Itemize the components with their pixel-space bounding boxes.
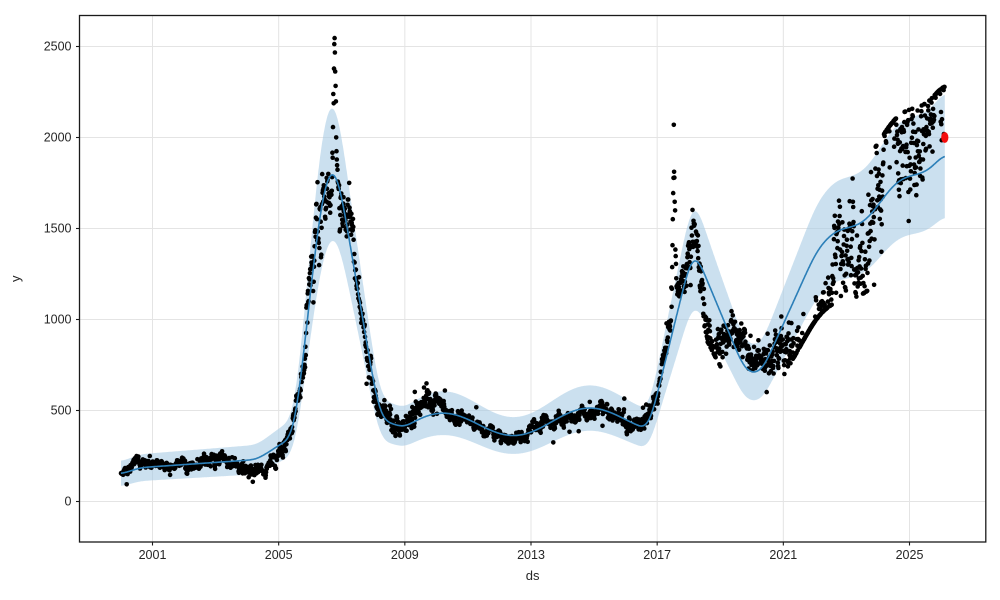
svg-text:ds: ds <box>526 568 540 583</box>
svg-text:0: 0 <box>65 495 72 509</box>
svg-text:2005: 2005 <box>265 548 293 562</box>
svg-text:2001: 2001 <box>139 548 167 562</box>
svg-text:2000: 2000 <box>44 131 72 145</box>
svg-text:y: y <box>8 275 23 282</box>
svg-text:500: 500 <box>51 404 72 418</box>
svg-text:2009: 2009 <box>391 548 419 562</box>
svg-text:2017: 2017 <box>643 548 671 562</box>
svg-text:2500: 2500 <box>44 40 72 54</box>
svg-text:2013: 2013 <box>517 548 545 562</box>
svg-text:1500: 1500 <box>44 222 72 236</box>
svg-text:2021: 2021 <box>769 548 797 562</box>
svg-text:2025: 2025 <box>896 548 924 562</box>
svg-text:1000: 1000 <box>44 313 72 327</box>
